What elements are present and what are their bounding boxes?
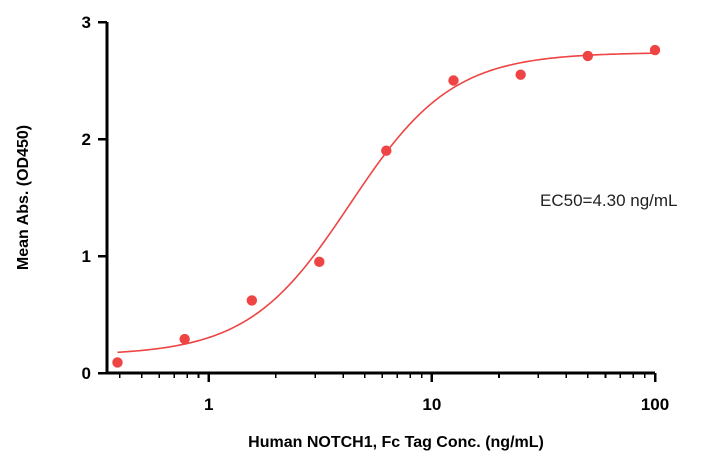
ticks: 0 1 2 3 1 10 100 [82, 13, 670, 414]
ec50-annotation: EC50=4.30 ng/mL [540, 191, 678, 210]
y-tick-label: 3 [82, 13, 91, 32]
y-tick-label: 0 [82, 364, 91, 383]
y-tick-label: 2 [82, 130, 91, 149]
data-point [112, 357, 123, 368]
x-tick-label: 10 [422, 395, 441, 414]
x-tick-label: 100 [641, 395, 669, 414]
data-point [381, 145, 392, 156]
x-axis-title: Human NOTCH1, Fc Tag Conc. (ng/mL) [248, 434, 544, 451]
x-tick-label: 1 [204, 395, 213, 414]
data-point [582, 50, 594, 62]
y-tick-label: 1 [82, 247, 91, 266]
data-points [112, 44, 661, 368]
y-axis-title: Mean Abs. (OD450) [15, 125, 32, 270]
data-point [246, 295, 258, 306]
data-point [448, 75, 459, 86]
data-point [515, 69, 526, 80]
data-point [649, 44, 661, 56]
data-point [314, 256, 325, 268]
data-point [179, 333, 190, 345]
